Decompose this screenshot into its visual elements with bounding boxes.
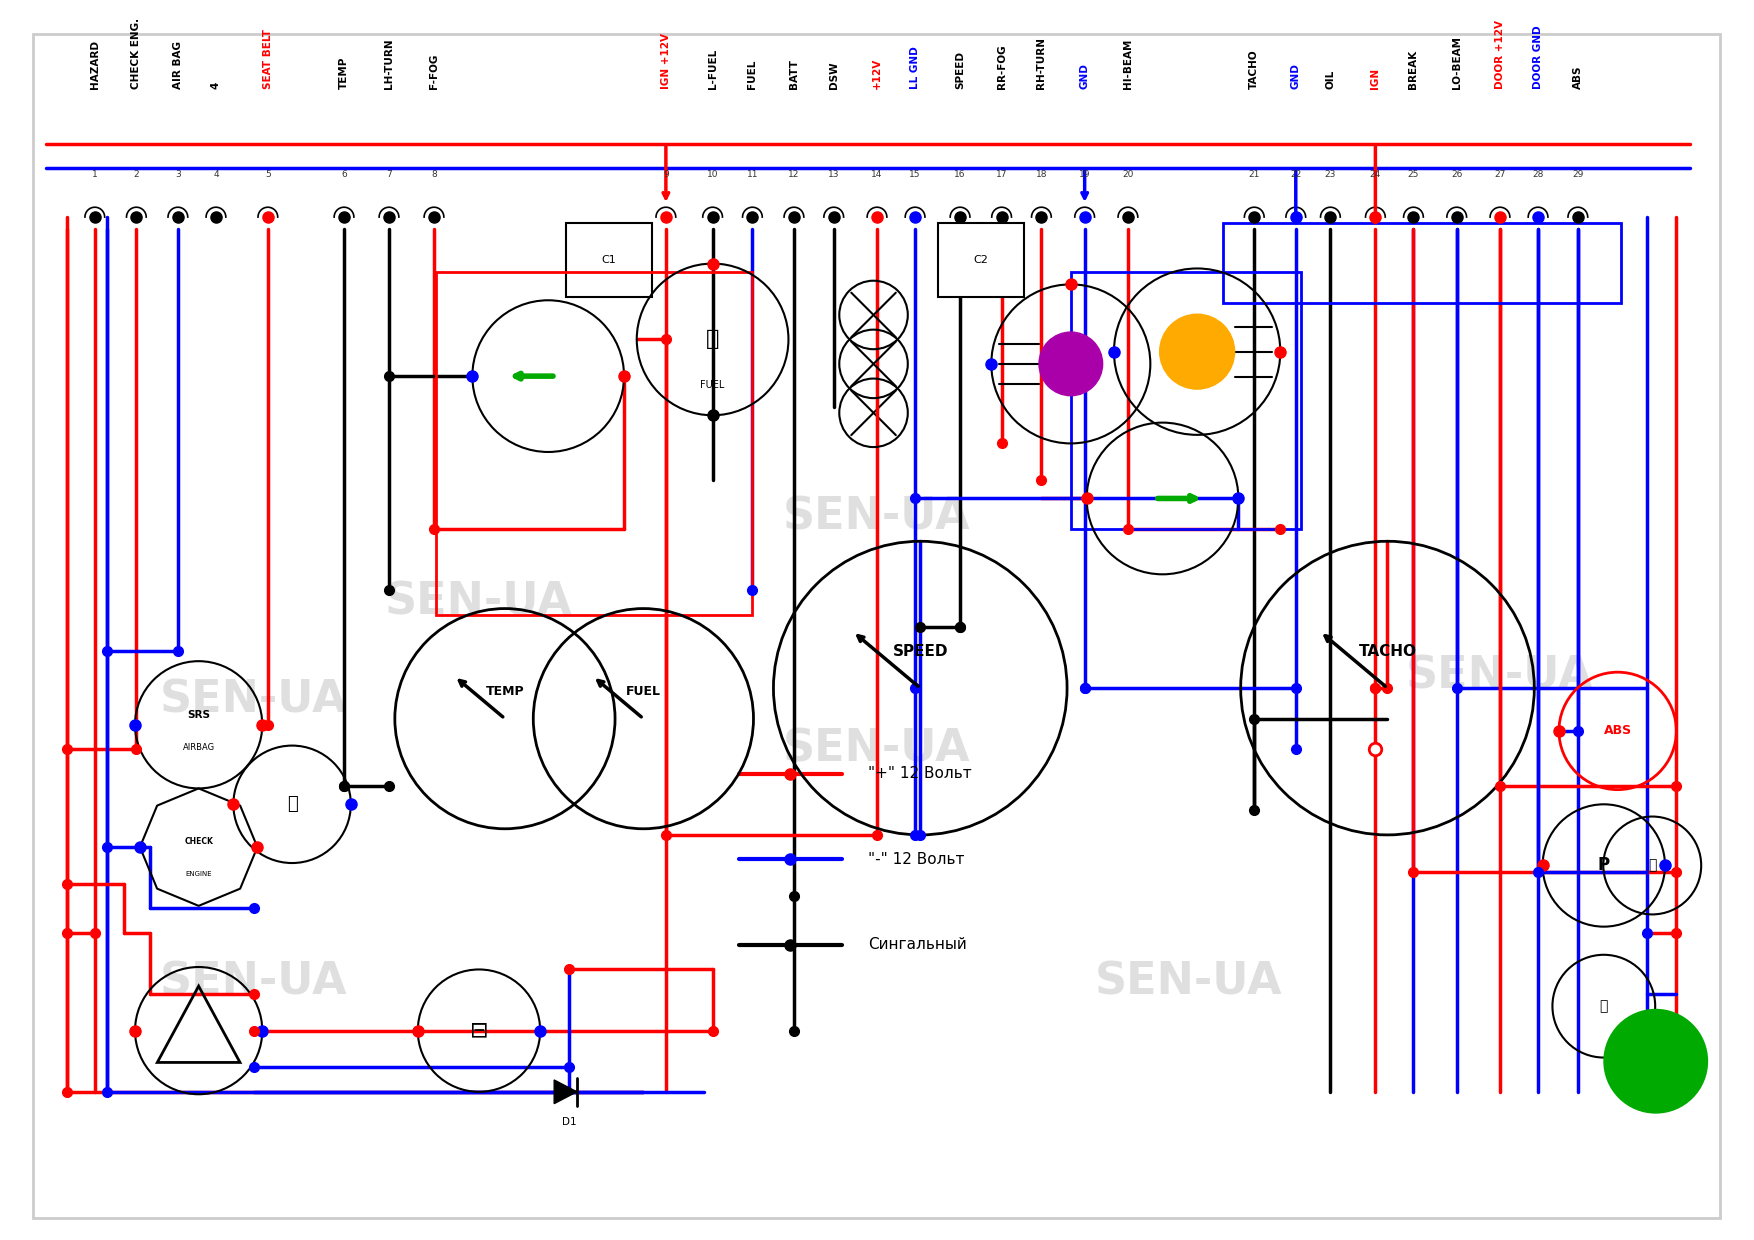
Text: GND: GND bbox=[1291, 63, 1301, 88]
Text: 6: 6 bbox=[340, 170, 347, 179]
Text: HAZARD: HAZARD bbox=[89, 40, 100, 88]
Text: IGN +12V: IGN +12V bbox=[661, 32, 670, 88]
Text: LH-TURN: LH-TURN bbox=[384, 38, 395, 88]
Text: DOOR +12V: DOOR +12V bbox=[1494, 20, 1505, 88]
Text: RH-TURN: RH-TURN bbox=[1037, 37, 1047, 88]
Text: P: P bbox=[1598, 857, 1610, 874]
Text: SEN-UA: SEN-UA bbox=[160, 678, 347, 722]
FancyBboxPatch shape bbox=[565, 223, 652, 296]
Text: BREAK: BREAK bbox=[1408, 50, 1419, 88]
Text: 14: 14 bbox=[872, 170, 882, 179]
Circle shape bbox=[1605, 1009, 1707, 1112]
FancyBboxPatch shape bbox=[938, 223, 1024, 296]
Text: 28: 28 bbox=[1533, 170, 1544, 179]
Text: 🫙: 🫙 bbox=[1600, 999, 1608, 1013]
Text: SEN-UA: SEN-UA bbox=[386, 582, 574, 624]
Text: 5: 5 bbox=[265, 170, 270, 179]
Text: 24: 24 bbox=[1370, 170, 1380, 179]
Text: Сингальный: Сингальный bbox=[868, 937, 966, 952]
Text: +12V: +12V bbox=[872, 57, 882, 88]
Text: 3: 3 bbox=[175, 170, 181, 179]
Text: 29: 29 bbox=[1572, 170, 1584, 179]
Text: 🚗: 🚗 bbox=[1649, 858, 1656, 873]
Text: ⛽: ⛽ bbox=[705, 330, 719, 350]
Text: 21: 21 bbox=[1249, 170, 1259, 179]
Text: 18: 18 bbox=[1035, 170, 1047, 179]
Text: D1: D1 bbox=[561, 1117, 577, 1127]
Text: FUEL: FUEL bbox=[747, 60, 758, 88]
Text: 20: 20 bbox=[1123, 170, 1133, 179]
Text: 4: 4 bbox=[214, 170, 219, 179]
Text: SRS: SRS bbox=[188, 711, 210, 720]
Text: 17: 17 bbox=[996, 170, 1007, 179]
Text: SEN-UA: SEN-UA bbox=[784, 728, 970, 771]
Text: 10: 10 bbox=[707, 170, 719, 179]
Text: ABS: ABS bbox=[1573, 66, 1582, 88]
Text: TEMP: TEMP bbox=[339, 56, 349, 88]
Text: "+" 12 Вольт: "+" 12 Вольт bbox=[868, 766, 972, 781]
Text: GND: GND bbox=[1080, 63, 1089, 88]
Text: 9: 9 bbox=[663, 170, 668, 179]
Text: LL GND: LL GND bbox=[910, 46, 921, 88]
Text: C1: C1 bbox=[602, 255, 616, 265]
Text: FUEL: FUEL bbox=[626, 684, 661, 698]
Text: L-FUEL: L-FUEL bbox=[707, 48, 717, 88]
Text: 19: 19 bbox=[1079, 170, 1091, 179]
Text: RR-FOG: RR-FOG bbox=[996, 43, 1007, 88]
Text: OIL: OIL bbox=[1326, 69, 1335, 88]
Text: "-" 12 Вольт: "-" 12 Вольт bbox=[868, 852, 965, 867]
Text: 26: 26 bbox=[1451, 170, 1463, 179]
Text: LO-BEAM: LO-BEAM bbox=[1452, 36, 1461, 88]
Text: 15: 15 bbox=[909, 170, 921, 179]
Circle shape bbox=[1159, 314, 1235, 389]
Text: TACHO: TACHO bbox=[1359, 644, 1417, 658]
Bar bbox=[435, 272, 752, 615]
Text: DSW: DSW bbox=[828, 61, 838, 88]
Text: 🚶: 🚶 bbox=[286, 795, 298, 813]
Text: 8: 8 bbox=[431, 170, 437, 179]
Text: SEAT BELT: SEAT BELT bbox=[263, 29, 274, 88]
Text: SEN-UA: SEN-UA bbox=[1094, 960, 1282, 1003]
Text: 22: 22 bbox=[1291, 170, 1301, 179]
Text: TACHO: TACHO bbox=[1249, 50, 1259, 88]
Text: C2: C2 bbox=[973, 255, 988, 265]
Text: CHECK: CHECK bbox=[184, 837, 212, 846]
Text: FUEL: FUEL bbox=[700, 379, 724, 389]
Text: SEN-UA: SEN-UA bbox=[784, 495, 970, 538]
Text: HI-BEAM: HI-BEAM bbox=[1123, 38, 1133, 88]
Text: ⊟: ⊟ bbox=[470, 1021, 488, 1040]
Text: SEN-UA: SEN-UA bbox=[1407, 655, 1594, 697]
Text: TEMP: TEMP bbox=[486, 684, 524, 698]
Text: ENGINE: ENGINE bbox=[186, 870, 212, 877]
Bar bbox=[1223, 223, 1621, 303]
Text: SEN-UA: SEN-UA bbox=[160, 960, 347, 1003]
Text: 7: 7 bbox=[386, 170, 391, 179]
Circle shape bbox=[1038, 332, 1103, 396]
Text: CHECK ENG.: CHECK ENG. bbox=[132, 17, 142, 88]
Text: 16: 16 bbox=[954, 170, 966, 179]
Text: AIRBAG: AIRBAG bbox=[182, 743, 214, 751]
Text: IGN: IGN bbox=[1370, 67, 1380, 88]
Text: 1: 1 bbox=[91, 170, 98, 179]
Text: 25: 25 bbox=[1408, 170, 1419, 179]
Text: 13: 13 bbox=[828, 170, 840, 179]
Text: 2: 2 bbox=[133, 170, 139, 179]
Text: ABS: ABS bbox=[1603, 724, 1631, 738]
Text: SPEED: SPEED bbox=[893, 644, 947, 658]
Text: 12: 12 bbox=[788, 170, 800, 179]
Text: 27: 27 bbox=[1494, 170, 1505, 179]
Text: BATT: BATT bbox=[789, 58, 798, 88]
Text: 11: 11 bbox=[747, 170, 758, 179]
Text: F-FOG: F-FOG bbox=[430, 53, 438, 88]
Bar bbox=[1070, 272, 1301, 529]
Text: AIR BAG: AIR BAG bbox=[174, 41, 182, 88]
Text: SPEED: SPEED bbox=[956, 51, 965, 88]
Text: 4: 4 bbox=[210, 82, 221, 88]
Text: 23: 23 bbox=[1324, 170, 1337, 179]
Polygon shape bbox=[554, 1080, 577, 1104]
Text: DOOR GND: DOOR GND bbox=[1533, 25, 1544, 88]
